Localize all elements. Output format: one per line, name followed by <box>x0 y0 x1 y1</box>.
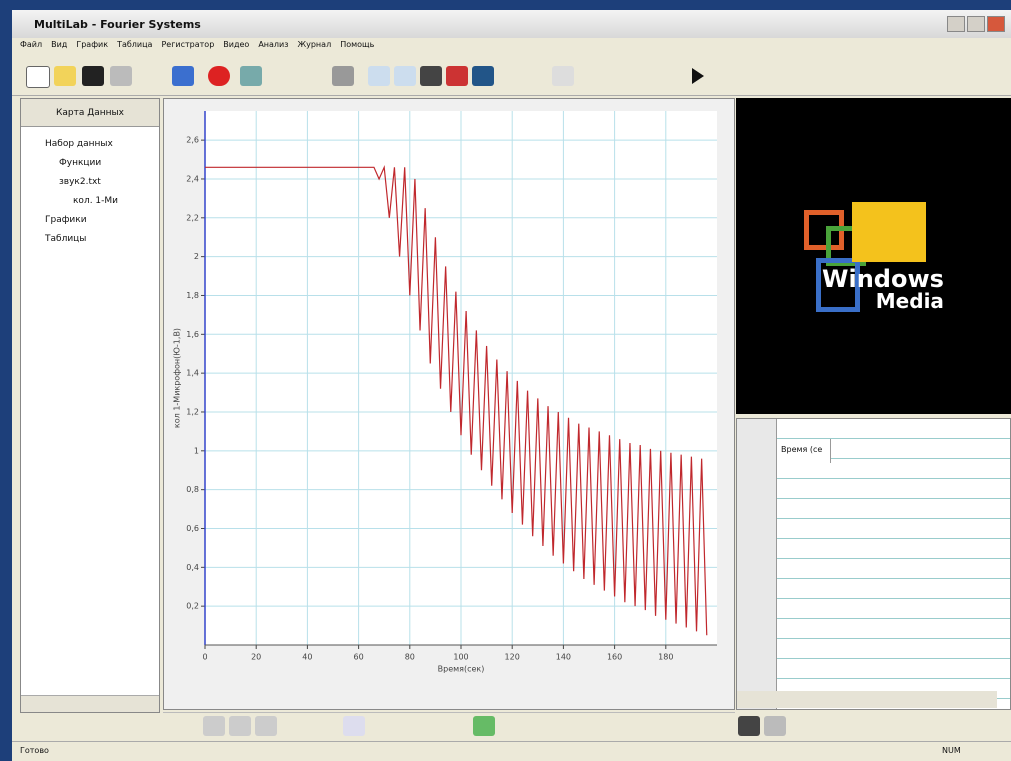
x-tick-label: 80 <box>405 653 415 662</box>
x-axis-label: Время(сек) <box>438 665 485 674</box>
tool-icon[interactable] <box>343 716 365 736</box>
tool-icon[interactable] <box>255 716 277 736</box>
scrollbar[interactable] <box>737 691 997 708</box>
num-indicator: NUM <box>942 746 961 755</box>
status-bar: Готово NUM <box>12 741 1011 761</box>
x-tick-label: 180 <box>658 653 673 662</box>
logo-word: Windows <box>822 268 944 290</box>
x-tick-label: 40 <box>302 653 312 662</box>
graph-toolbar <box>163 712 735 738</box>
y-tick-label: 1 <box>194 446 199 455</box>
table-toolbar <box>736 714 1011 738</box>
zoom-icon[interactable] <box>229 716 251 736</box>
y-tick-label: 1,6 <box>186 330 199 339</box>
y-tick-label: 2,2 <box>186 213 199 222</box>
logo-word: Media <box>822 290 944 312</box>
x-tick-label: 140 <box>556 653 571 662</box>
y-axis-label: кол 1-Микрофон(Ю-1,В) <box>173 328 182 428</box>
y-tick-label: 0,2 <box>186 602 199 611</box>
y-tick-label: 0,6 <box>186 524 199 533</box>
x-tick-label: 120 <box>505 653 520 662</box>
tool-icon[interactable] <box>764 716 786 736</box>
y-tick-label: 1,4 <box>186 369 199 378</box>
x-tick-label: 100 <box>453 653 468 662</box>
row-headers <box>737 419 777 709</box>
data-table: Время (се <box>736 418 1011 710</box>
status-text: Готово <box>20 746 49 755</box>
y-tick-label: 2,6 <box>186 136 199 145</box>
y-tick-label: 1,2 <box>186 407 199 416</box>
x-tick-label: 60 <box>354 653 364 662</box>
tool-icon[interactable] <box>738 716 760 736</box>
excel-icon[interactable] <box>473 716 495 736</box>
y-tick-label: 2 <box>194 252 199 261</box>
y-tick-label: 2,4 <box>186 174 199 183</box>
x-tick-label: 160 <box>607 653 622 662</box>
x-tick-label: 0 <box>202 653 207 662</box>
y-tick-label: 1,8 <box>186 291 199 300</box>
page: MultiLab - Fourier Systems ФайлВидГрафик… <box>0 0 1011 761</box>
logo-square <box>852 202 926 262</box>
y-tick-label: 0,4 <box>186 563 199 572</box>
column-header: Время (се <box>777 439 831 463</box>
x-tick-label: 20 <box>251 653 261 662</box>
y-tick-label: 0,8 <box>186 485 199 494</box>
zoom-icon[interactable] <box>203 716 225 736</box>
